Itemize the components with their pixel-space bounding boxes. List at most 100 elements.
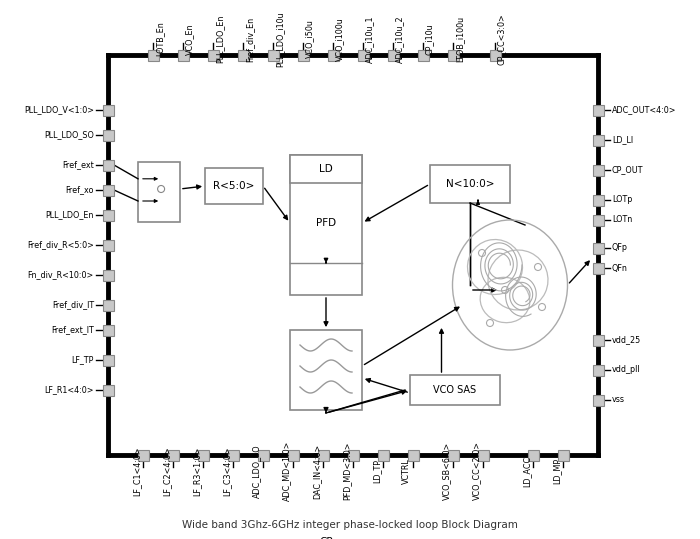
Bar xyxy=(430,165,510,203)
Text: PLL_LDO_V<1:0>: PLL_LDO_V<1:0> xyxy=(24,106,94,114)
Text: ADC_i10u_1: ADC_i10u_1 xyxy=(365,15,374,63)
Text: Fref_div_R<5:0>: Fref_div_R<5:0> xyxy=(27,240,94,250)
Text: LF_R1<4:0>: LF_R1<4:0> xyxy=(45,385,94,395)
Bar xyxy=(102,324,113,335)
Bar xyxy=(205,168,263,204)
Text: QFp: QFp xyxy=(612,244,628,252)
Bar xyxy=(298,50,309,60)
Bar xyxy=(592,395,603,405)
Text: VCO_En: VCO_En xyxy=(185,23,194,55)
Bar xyxy=(447,450,458,460)
Text: PLL_LDO_i10u: PLL_LDO_i10u xyxy=(275,11,284,67)
Text: ADC_MD<1:0>: ADC_MD<1:0> xyxy=(282,441,291,501)
Bar xyxy=(477,450,489,460)
Bar xyxy=(592,262,603,273)
Text: Fref_div_IT: Fref_div_IT xyxy=(52,301,94,309)
Text: LF_C2<4:0>: LF_C2<4:0> xyxy=(162,446,171,496)
Text: LF_R3<1:0>: LF_R3<1:0> xyxy=(192,446,201,496)
Text: PLL_LDO_SO: PLL_LDO_SO xyxy=(44,130,94,140)
Text: LD_LI: LD_LI xyxy=(612,135,633,144)
Text: VCO_i50u: VCO_i50u xyxy=(305,19,314,58)
Text: PFD: PFD xyxy=(316,218,336,228)
Bar xyxy=(290,155,362,183)
Text: vdd_25: vdd_25 xyxy=(612,335,641,344)
Bar xyxy=(138,162,180,222)
Bar xyxy=(358,50,368,60)
Text: PLL_LDO_En: PLL_LDO_En xyxy=(215,15,224,63)
Text: VCO_CC<2:0>: VCO_CC<2:0> xyxy=(472,441,481,501)
Text: R<5:0>: R<5:0> xyxy=(214,181,255,191)
Bar xyxy=(318,450,328,460)
Text: N<10:0>: N<10:0> xyxy=(446,179,494,189)
Bar xyxy=(267,50,279,60)
Bar xyxy=(102,160,113,170)
Bar xyxy=(528,450,538,460)
Bar xyxy=(447,50,458,60)
Bar xyxy=(102,105,113,115)
Bar xyxy=(288,450,298,460)
Bar xyxy=(410,375,500,405)
Bar xyxy=(592,164,603,176)
Bar xyxy=(197,450,209,460)
Bar xyxy=(557,450,568,460)
Text: Fn_div_R<10:0>: Fn_div_R<10:0> xyxy=(28,271,94,280)
Text: LD_ACC: LD_ACC xyxy=(522,455,531,487)
Text: ADC_i10u_2: ADC_i10u_2 xyxy=(395,15,404,63)
Bar xyxy=(178,50,188,60)
Text: Fref_xo: Fref_xo xyxy=(66,185,94,195)
Bar xyxy=(592,135,603,146)
Bar xyxy=(228,450,239,460)
Text: VCO SAS: VCO SAS xyxy=(433,385,477,395)
Text: ADC_LDO_SO: ADC_LDO_SO xyxy=(252,444,261,498)
Text: LF_TP: LF_TP xyxy=(71,356,94,364)
Bar xyxy=(102,384,113,396)
Text: VCTRL: VCTRL xyxy=(402,458,411,484)
Text: QFn: QFn xyxy=(612,264,628,273)
Text: CP_OUT: CP_OUT xyxy=(612,165,643,175)
Text: Fref_ext_IT: Fref_ext_IT xyxy=(51,326,94,335)
Bar xyxy=(592,364,603,376)
Bar xyxy=(102,184,113,196)
Bar xyxy=(290,155,362,295)
Bar xyxy=(592,195,603,205)
Bar xyxy=(237,50,248,60)
Text: VCO_SB<6:0>: VCO_SB<6:0> xyxy=(442,442,451,500)
Bar xyxy=(148,50,158,60)
Bar xyxy=(592,215,603,225)
Text: CP: CP xyxy=(319,537,332,539)
Bar xyxy=(290,330,362,410)
Bar xyxy=(102,300,113,310)
Text: LD_TP: LD_TP xyxy=(372,459,381,483)
Text: Fref_ext: Fref_ext xyxy=(62,161,94,169)
Bar xyxy=(489,50,500,60)
Bar xyxy=(592,243,603,253)
Text: LF_C3<4:0>: LF_C3<4:0> xyxy=(222,446,231,496)
Text: PLL_LDO_En: PLL_LDO_En xyxy=(46,211,94,219)
Bar xyxy=(167,450,178,460)
Bar xyxy=(207,50,218,60)
Bar xyxy=(102,239,113,251)
Text: CP_i10u: CP_i10u xyxy=(425,23,434,55)
Text: LTOB_i100u: LTOB_i100u xyxy=(455,16,464,62)
Text: LOTp: LOTp xyxy=(612,196,632,204)
Text: CP_CC<3:0>: CP_CC<3:0> xyxy=(497,13,506,65)
Text: VCO_i100u: VCO_i100u xyxy=(335,17,344,61)
Text: DAC_IN<4:0>: DAC_IN<4:0> xyxy=(312,444,321,499)
Bar xyxy=(102,270,113,280)
Bar xyxy=(407,450,419,460)
Text: ADC_OUT<4:0>: ADC_OUT<4:0> xyxy=(612,106,676,114)
Bar xyxy=(377,450,388,460)
Bar xyxy=(102,210,113,220)
Bar xyxy=(102,355,113,365)
Text: Wide band 3Ghz-6GHz integer phase-locked loop Block Diagram: Wide band 3Ghz-6GHz integer phase-locked… xyxy=(182,520,518,530)
Bar xyxy=(328,50,339,60)
Text: LF_C1<4:0>: LF_C1<4:0> xyxy=(132,446,141,496)
Bar xyxy=(388,50,398,60)
Text: Fref_div_En: Fref_div_En xyxy=(245,16,254,61)
Bar xyxy=(258,450,269,460)
Bar xyxy=(102,129,113,141)
Text: LOTn: LOTn xyxy=(612,216,632,225)
Bar xyxy=(592,105,603,115)
Text: vdd_pll: vdd_pll xyxy=(612,365,640,375)
Bar xyxy=(417,50,428,60)
